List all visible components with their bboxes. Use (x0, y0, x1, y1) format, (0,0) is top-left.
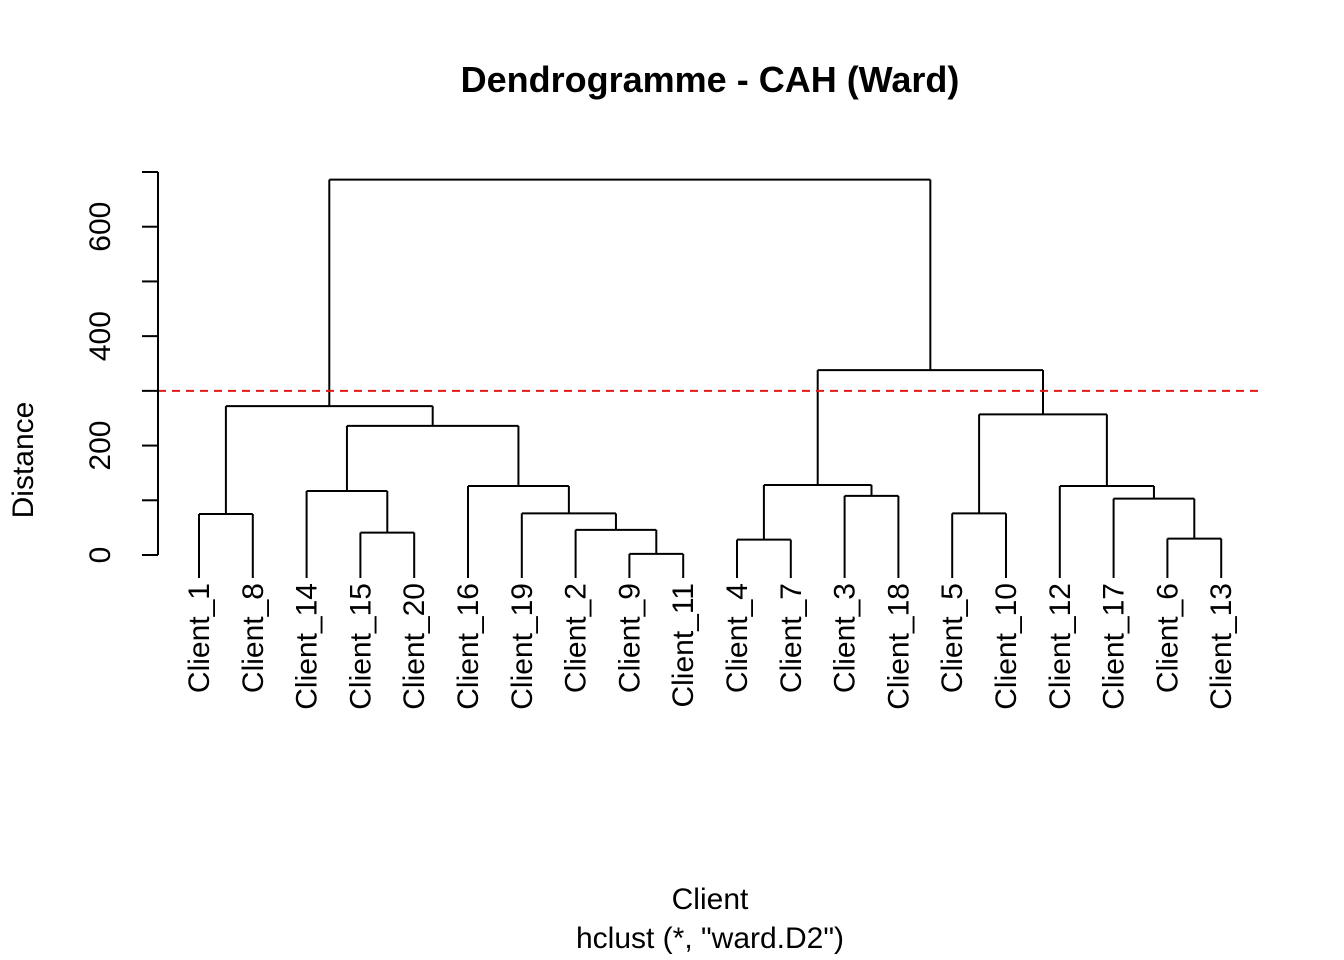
leaf-label: Client_4 (721, 583, 754, 693)
leaf-label: Client_1 (183, 583, 216, 693)
merge-14 (762, 483, 873, 540)
leaf-label: Client_18 (882, 583, 915, 710)
merge-12 (467, 485, 570, 578)
merge-13 (1058, 485, 1155, 578)
leaf-label: Client_17 (1098, 583, 1131, 710)
merge-8 (520, 512, 617, 578)
x-axis-label: Client (672, 883, 749, 916)
merge-15 (345, 424, 520, 491)
chart-subtitle: hclust (*, "ward.D2") (576, 922, 844, 955)
chart-title: Dendrogramme - CAH (Ward) (461, 59, 960, 100)
leaf-label: Client_16 (452, 583, 485, 710)
merge-19 (328, 178, 932, 407)
dendrogram-branches (198, 178, 1223, 578)
leaf-label: Client_6 (1151, 583, 1184, 693)
leaf-label: Client_9 (613, 583, 646, 693)
leaf-label: Client_11 (667, 583, 700, 708)
leaf-label: Client_20 (398, 583, 431, 710)
leaf-label: Client_3 (829, 583, 862, 693)
leaf-label: Client_2 (560, 583, 593, 693)
leaf-label: Client_5 (936, 583, 969, 693)
y-tick-label: 200 (84, 421, 117, 471)
leaf-label: Client_8 (237, 583, 270, 693)
y-axis: 0 200 400 600 (84, 171, 159, 564)
merge-4 (359, 531, 416, 578)
merge-18 (816, 369, 1044, 485)
leaf-label: Client_10 (990, 583, 1023, 710)
merge-7 (951, 512, 1007, 578)
y-tick-label: 400 (84, 311, 117, 361)
merge-10 (843, 494, 900, 578)
merge-6 (198, 512, 254, 578)
y-tick-label: 0 (84, 547, 117, 564)
merge-2 (736, 538, 792, 578)
merge-11 (305, 489, 389, 578)
leaf-label: Client_7 (775, 583, 808, 693)
leaf-label: Client_15 (344, 583, 377, 710)
leaf-labels: Client_1 Client_8 Client_14 Client_15 Client… (183, 583, 1238, 710)
y-axis-label: Distance (7, 402, 40, 519)
merge-16 (978, 413, 1108, 514)
leaf-label: Client_14 (291, 583, 324, 710)
merge-17 (224, 405, 434, 514)
leaf-label: Client_12 (1044, 583, 1077, 710)
leaf-label: Client_13 (1205, 583, 1238, 710)
merge-3 (1166, 537, 1223, 578)
y-tick-label: 600 (84, 202, 117, 252)
merge-1 (628, 552, 685, 578)
leaf-label: Client_19 (506, 583, 539, 710)
